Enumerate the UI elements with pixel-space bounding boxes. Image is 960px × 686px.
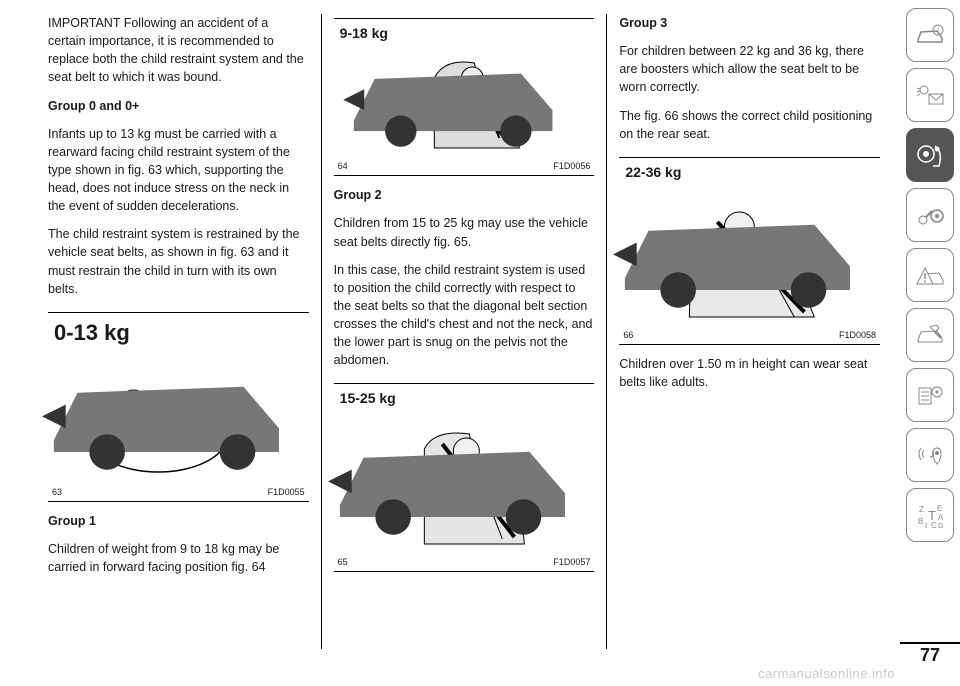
figure-illustration [619,182,880,327]
column-divider [606,14,607,649]
figure-number: 66 [623,329,633,342]
paragraph: Infants up to 13 kg must be carried with… [48,125,309,216]
column-divider [321,14,322,649]
column-1: IMPORTANT Following an accident of a cer… [38,14,319,676]
page-number: 77 [900,642,960,668]
figure-number: 63 [52,486,62,499]
figure-65: 15-25 kg 65 F1D0057 [334,383,595,571]
paragraph: For children between 22 kg and 36 kg, th… [619,42,880,96]
paragraph: IMPORTANT Following an accident of a cer… [48,14,309,87]
heading-group0: Group 0 and 0+ [48,97,309,115]
tab-key-wheel-icon[interactable] [906,188,954,242]
figure-caption: 66 F1D0058 [619,327,880,342]
svg-text:E: E [937,504,942,513]
svg-text:T: T [928,508,936,523]
figure-number: 65 [338,556,348,569]
figure-code: F1D0055 [268,486,305,499]
heading-group1: Group 1 [48,512,309,530]
figure-illustration [334,43,595,158]
paragraph: Children from 15 to 25 kg may use the ve… [334,214,595,250]
paragraph: The child restraint system is restrained… [48,225,309,298]
heading-group2: Group 2 [334,186,595,204]
tab-radio-pin-icon[interactable]: ♪ [906,428,954,482]
svg-text:B: B [918,517,923,526]
figure-63: 0-13 kg 63 F1D0055 [48,312,309,502]
figure-illustration [334,409,595,554]
paragraph: Children over 1.50 m in height can wear … [619,355,880,391]
svg-text:Z: Z [919,505,924,514]
tab-list-gear-icon[interactable] [906,368,954,422]
figure-code: F1D0057 [553,556,590,569]
car-thumb-icon [42,343,303,478]
svg-text:D: D [938,523,943,530]
tab-car-info-icon[interactable]: i [906,8,954,62]
figure-64: 9-18 kg 64 F1D0056 [334,18,595,176]
figure-caption: 63 F1D0055 [48,484,309,499]
tab-car-wrench-icon[interactable] [906,308,954,362]
column-3: Group 3 For children between 22 kg and 3… [609,14,890,676]
paragraph: Children of weight from 9 to 18 kg may b… [48,540,309,576]
heading-group3: Group 3 [619,14,880,32]
sidebar-tabs: i ♪ ZEBAICDT [906,8,954,542]
page-columns: IMPORTANT Following an accident of a cer… [0,0,900,686]
figure-code: F1D0056 [553,160,590,173]
svg-text:I: I [925,521,927,530]
car-thumb-icon [328,403,589,548]
tab-alphabet-icon[interactable]: ZEBAICDT [906,488,954,542]
tab-car-warning-icon[interactable] [906,248,954,302]
figure-caption: 64 F1D0056 [334,158,595,173]
figure-number: 64 [338,160,348,173]
car-thumb-icon [328,37,589,152]
svg-text:i: i [937,26,939,35]
figure-illustration [48,349,309,484]
svg-text:A: A [938,513,944,522]
tab-light-mail-icon[interactable] [906,68,954,122]
tab-airbag-icon[interactable] [906,128,954,182]
figure-66: 22-36 kg 66 F1D0058 [619,157,880,345]
watermark: carmanualsonline.info [758,665,895,684]
figure-caption: 65 F1D0057 [334,554,595,569]
paragraph: In this case, the child restraint system… [334,261,595,370]
car-thumb-icon [613,176,874,321]
figure-code: F1D0058 [839,329,876,342]
paragraph: The fig. 66 shows the correct child posi… [619,107,880,143]
column-2: 9-18 kg 64 F1D0056 Group 2 Ch [324,14,605,676]
